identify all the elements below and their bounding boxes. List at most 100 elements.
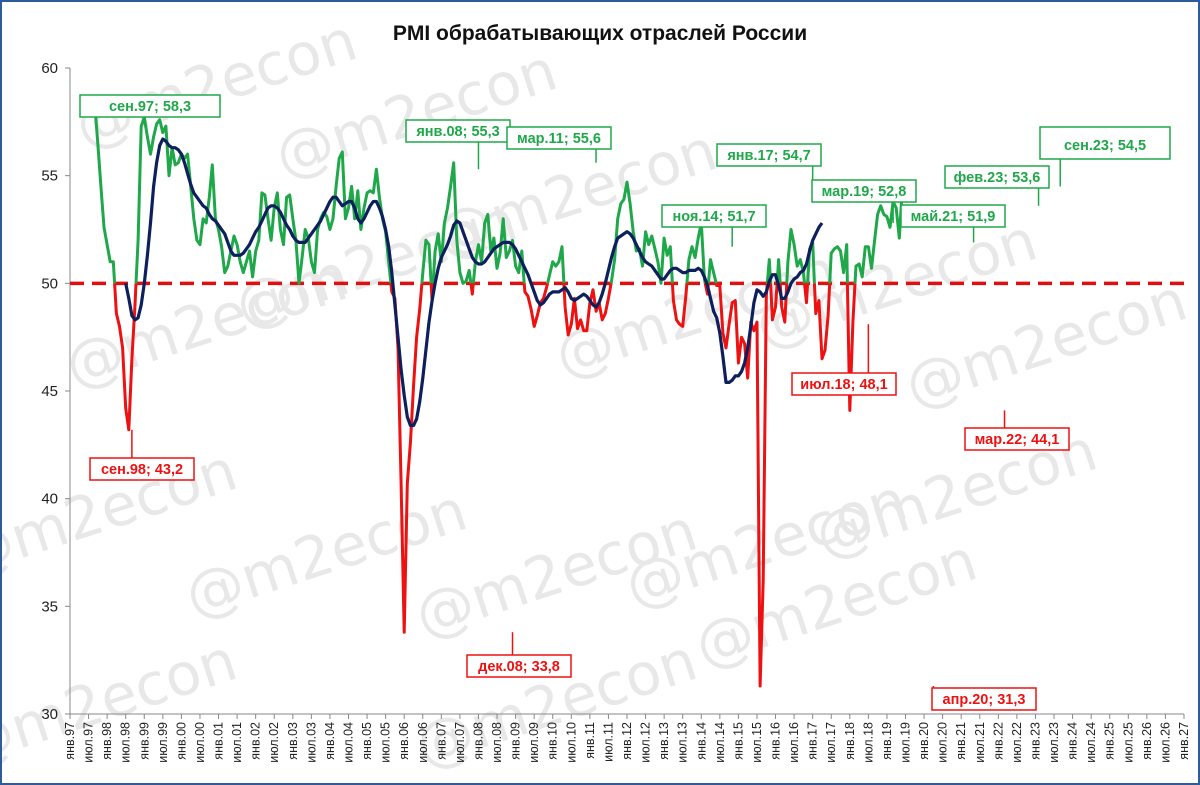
pmi-line-segment-below xyxy=(522,282,550,328)
pmi-line-segment-below xyxy=(714,282,769,688)
x-tick-label: июл.18 xyxy=(861,722,875,763)
pmi-line-segment-above xyxy=(134,116,393,285)
pmi-line-segment-below xyxy=(670,283,689,328)
x-tick-label: янв.06 xyxy=(397,722,411,760)
pmi-line-segment-below xyxy=(469,283,475,296)
pmi-line-segment-above xyxy=(420,238,433,284)
watermark-text: @m2econ xyxy=(57,246,355,401)
x-tick-label: янв.17 xyxy=(806,722,820,760)
x-tick-label: янв.03 xyxy=(286,722,300,760)
x-tick-label: янв.16 xyxy=(769,722,783,760)
x-tick-label: янв.13 xyxy=(657,722,671,760)
x-tick-label: янв.15 xyxy=(731,722,745,760)
x-tick-label: янв.22 xyxy=(991,722,1005,760)
x-tick-label: июл.98 xyxy=(119,722,133,763)
annotation-box xyxy=(89,457,195,481)
x-tick-label: янв.26 xyxy=(1140,722,1154,760)
annotation-label: мар.19; 52,8 xyxy=(822,184,907,200)
x-tick-label: июл.24 xyxy=(1084,722,1098,763)
x-tick-label: июл.12 xyxy=(639,722,653,763)
annotation-label: апр.20; 31,3 xyxy=(943,692,1026,708)
annotation-box xyxy=(716,143,822,167)
x-tick-label: июл.04 xyxy=(342,722,356,763)
x-tick-label: янв.02 xyxy=(249,722,263,760)
x-tick-label: июл.08 xyxy=(490,722,504,763)
x-tick-label: июл.06 xyxy=(416,722,430,763)
x-tick-label: июл.15 xyxy=(750,722,764,763)
x-tick-label: янв.23 xyxy=(1028,722,1042,760)
annotation-box xyxy=(944,165,1050,189)
annotation-label: май.21; 51,9 xyxy=(911,209,996,225)
pmi-line-segment-below xyxy=(113,283,138,432)
x-tick-label: янв.24 xyxy=(1066,722,1080,760)
annotation-label: мар.11; 55,6 xyxy=(517,131,601,147)
axes-layer: 30 35 40 45 50 55 60 янв.97 июл.97 янв.98 июл.98 ян… xyxy=(41,60,1191,763)
annotation-box xyxy=(791,372,897,396)
y-tick-label: 40 xyxy=(41,491,58,508)
x-tick-label: июл.10 xyxy=(564,722,578,763)
pmi-line-segment-above xyxy=(765,258,773,284)
y-tick-label: 60 xyxy=(41,60,58,77)
x-tick-label: июл.05 xyxy=(379,722,393,763)
annotation-label: янв.08; 55,3 xyxy=(416,124,499,140)
pmi-line-segment-above xyxy=(775,258,782,284)
x-tick-label: июл.97 xyxy=(82,722,96,763)
annotation-label: сен.23; 54,5 xyxy=(1064,138,1146,154)
x-tick-label: янв.01 xyxy=(212,722,226,760)
pmi-line-segment-below xyxy=(769,283,779,322)
annotation-label: мар.22; 44,1 xyxy=(975,432,1060,448)
annotation-label: янв.17; 54,7 xyxy=(727,148,810,164)
pmi-line-segment-above xyxy=(685,221,707,284)
x-tick-label: янв.04 xyxy=(323,722,337,760)
x-tick-label: янв.25 xyxy=(1103,722,1117,760)
pmi-line-segment-above xyxy=(706,258,718,284)
annotation-label: июл.18; 48,1 xyxy=(800,377,887,393)
annotation-box xyxy=(661,204,767,228)
x-tick-label: янв.07 xyxy=(434,722,448,760)
x-tick-label: янв.11 xyxy=(583,722,597,759)
x-tick-label: июл.26 xyxy=(1158,722,1172,763)
annotation-label: фев.23; 53,6 xyxy=(954,170,1041,186)
x-tick-label: июл.01 xyxy=(230,722,244,763)
pmi-line-segment-above xyxy=(471,212,526,284)
annotation-label: сен.98; 43,2 xyxy=(101,462,183,478)
x-tick-label: июл.19 xyxy=(899,722,913,763)
x-tick-label: июл.11 xyxy=(601,722,615,762)
x-tick-label: июл.20 xyxy=(936,722,950,763)
x-tick-label: янв.09 xyxy=(509,722,523,760)
pmi-line-segment-above xyxy=(546,245,566,284)
pmi-line-segment-below xyxy=(812,283,832,361)
x-tick-label: янв.98 xyxy=(100,722,114,760)
x-tick-label: янв.05 xyxy=(360,722,374,760)
annotation-box xyxy=(506,126,612,150)
annotation-box xyxy=(900,204,1006,228)
x-tick-label: июл.16 xyxy=(787,722,801,763)
x-tick-label: янв.10 xyxy=(546,722,560,760)
annotation-label: ноя.14; 51,7 xyxy=(672,209,755,225)
annotation-box xyxy=(1039,126,1171,160)
x-tick-label: июл.17 xyxy=(824,722,838,763)
y-tick-label: 50 xyxy=(41,275,58,292)
x-tick-label: янв.18 xyxy=(843,722,857,760)
annotation-label: дек.08; 33,8 xyxy=(478,659,560,675)
y-tick-label: 55 xyxy=(41,168,58,185)
pmi-line-segment-above xyxy=(431,161,473,285)
y-tick-label: 45 xyxy=(41,383,58,400)
x-tick-label: янв.19 xyxy=(880,722,894,760)
x-tick-label: янв.20 xyxy=(917,722,931,760)
y-tick-label: 35 xyxy=(41,598,58,615)
x-tick-label: июл.25 xyxy=(1121,722,1135,763)
pmi-line-segment-below xyxy=(803,283,810,305)
x-tick-label: янв.27 xyxy=(1177,722,1191,760)
x-tick-label: янв.00 xyxy=(174,722,188,760)
x-tick-label: июл.14 xyxy=(713,722,727,763)
x-tick-label: янв.14 xyxy=(694,722,708,760)
x-tick-label: июл.07 xyxy=(453,722,467,763)
x-tick-label: янв.99 xyxy=(137,722,151,760)
chart-title: PMI обрабатывающих отраслей России xyxy=(393,22,807,45)
annotation-box xyxy=(466,654,572,678)
x-tick-label: июл.13 xyxy=(676,722,690,763)
pmi-line-segment-below xyxy=(389,283,424,634)
x-tick-label: янв.12 xyxy=(620,722,634,760)
